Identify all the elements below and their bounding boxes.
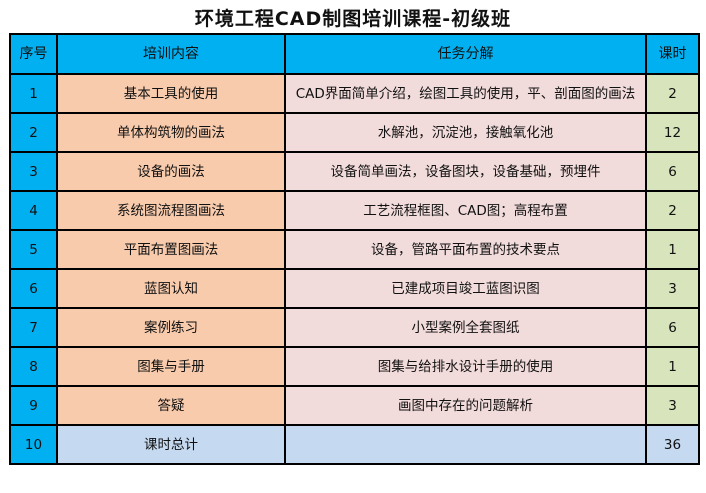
training-content: 单体构筑物的画法 <box>56 112 286 153</box>
training-content: 图集与手册 <box>56 346 286 387</box>
row-number: 6 <box>9 268 58 309</box>
class-hours: 3 <box>645 268 700 309</box>
class-hours: 3 <box>645 385 700 426</box>
table-row: 9 答疑 画图中存在的问题解析 3 <box>9 385 700 426</box>
task-breakdown: 工艺流程框图、CAD图；高程布置 <box>284 190 647 231</box>
task-breakdown: CAD界面简单介绍，绘图工具的使用，平、剖面图的画法 <box>284 73 647 114</box>
class-hours: 1 <box>645 229 700 270</box>
header-hours: 课时 <box>645 33 700 75</box>
row-number: 3 <box>9 151 58 192</box>
table-row: 8 图集与手册 图集与给排水设计手册的使用 1 <box>9 346 700 387</box>
row-number: 1 <box>9 73 58 114</box>
row-number: 4 <box>9 190 58 231</box>
task-breakdown <box>284 424 647 465</box>
table-row: 4 系统图流程图画法 工艺流程框图、CAD图；高程布置 2 <box>9 190 700 231</box>
task-breakdown: 图集与给排水设计手册的使用 <box>284 346 647 387</box>
training-content: 课时总计 <box>56 424 286 465</box>
header-content: 培训内容 <box>56 33 286 75</box>
row-number: 10 <box>9 424 58 465</box>
page-title: 环境工程CAD制图培训课程-初级班 <box>194 8 512 30</box>
class-hours: 12 <box>645 112 700 153</box>
row-number: 7 <box>9 307 58 348</box>
class-hours: 36 <box>645 424 700 465</box>
task-breakdown: 水解池，沉淀池，接触氧化池 <box>284 112 647 153</box>
training-content: 平面布置图画法 <box>56 229 286 270</box>
header-tasks: 任务分解 <box>284 33 647 75</box>
table-row: 6 蓝图认知 已建成项目竣工蓝图识图 3 <box>9 268 700 309</box>
row-number: 2 <box>9 112 58 153</box>
table-row: 7 案例练习 小型案例全套图纸 6 <box>9 307 700 348</box>
class-hours: 2 <box>645 73 700 114</box>
training-content: 基本工具的使用 <box>56 73 286 114</box>
class-hours: 1 <box>645 346 700 387</box>
header-no: 序号 <box>9 33 58 75</box>
table-row: 5 平面布置图画法 设备，管路平面布置的技术要点 1 <box>9 229 700 270</box>
header-row: 序号 培训内容 任务分解 课时 <box>9 33 700 75</box>
table-row: 2 单体构筑物的画法 水解池，沉淀池，接触氧化池 12 <box>9 112 700 153</box>
training-content: 案例练习 <box>56 307 286 348</box>
training-content: 蓝图认知 <box>56 268 286 309</box>
table-row: 1 基本工具的使用 CAD界面简单介绍，绘图工具的使用，平、剖面图的画法 2 <box>9 73 700 114</box>
task-breakdown: 设备简单画法，设备图块，设备基础，预埋件 <box>284 151 647 192</box>
task-breakdown: 已建成项目竣工蓝图识图 <box>284 268 647 309</box>
table-row: 10 课时总计 36 <box>9 424 700 465</box>
class-hours: 6 <box>645 151 700 192</box>
row-number: 8 <box>9 346 58 387</box>
training-content: 答疑 <box>56 385 286 426</box>
row-number: 5 <box>9 229 58 270</box>
task-breakdown: 画图中存在的问题解析 <box>284 385 647 426</box>
training-content: 系统图流程图画法 <box>56 190 286 231</box>
course-table: 序号 培训内容 任务分解 课时 1 基本工具的使用 CAD界面简单介绍，绘图工具的使… <box>9 33 700 465</box>
row-number: 9 <box>9 385 58 426</box>
training-content: 设备的画法 <box>56 151 286 192</box>
task-breakdown: 设备，管路平面布置的技术要点 <box>284 229 647 270</box>
table-row: 3 设备的画法 设备简单画法，设备图块，设备基础，预埋件 6 <box>9 151 700 192</box>
task-breakdown: 小型案例全套图纸 <box>284 307 647 348</box>
class-hours: 6 <box>645 307 700 348</box>
class-hours: 2 <box>645 190 700 231</box>
